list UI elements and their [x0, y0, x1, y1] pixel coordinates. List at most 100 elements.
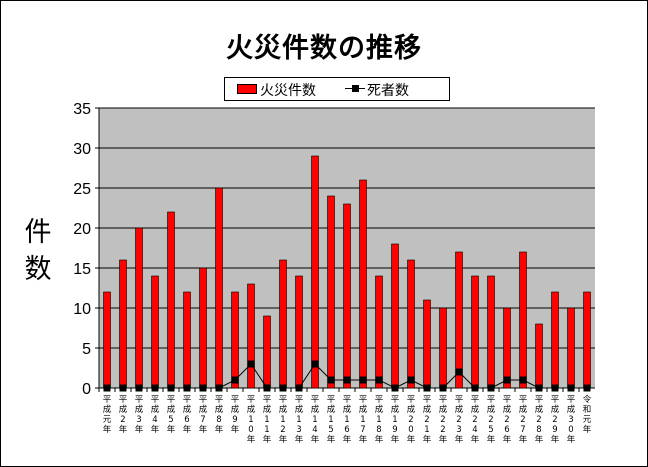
bar	[567, 307, 575, 389]
x-tick-label: 平成 1 7 年	[359, 395, 368, 445]
death-marker	[407, 376, 415, 384]
bar	[247, 283, 255, 389]
death-marker	[231, 376, 239, 384]
x-tick-label: 平成 1 5 年	[327, 395, 336, 445]
x-tick-label: 平成 1 4 年	[311, 395, 320, 445]
bar	[295, 275, 303, 389]
x-tick-label: 平成 6 年	[183, 395, 192, 435]
death-marker	[103, 384, 111, 392]
y-tick-label: 15	[73, 261, 91, 278]
bar	[199, 267, 207, 389]
y-tick-label: 25	[73, 181, 91, 198]
bar	[135, 227, 143, 389]
chart-legend: 火災件数 死者数	[224, 77, 450, 101]
y-tick-label: 5	[82, 341, 91, 358]
bar	[423, 299, 431, 389]
death-marker	[151, 384, 159, 392]
y-tick-label: 20	[73, 221, 91, 238]
death-marker	[583, 384, 591, 392]
x-tick-label: 平成 2 9 年	[551, 395, 560, 445]
x-tick-label: 平成 2 年	[119, 395, 128, 435]
death-marker	[471, 384, 479, 392]
bar	[583, 291, 591, 389]
x-tick-label: 令和元年	[583, 394, 592, 435]
bar	[279, 259, 287, 389]
bar	[551, 291, 559, 389]
y-tick-label: 35	[73, 101, 91, 118]
x-tick-label: 平成 1 9 年	[391, 395, 400, 445]
x-tick-label: 平成 3 年	[135, 395, 144, 435]
x-tick-label: 平成 2 6 年	[503, 395, 512, 445]
death-marker	[135, 384, 143, 392]
death-marker	[391, 384, 399, 392]
x-tick-label: 平成 2 8 年	[535, 395, 544, 445]
bar	[263, 315, 271, 389]
x-tick-label: 平成 2 3 年	[455, 395, 464, 445]
death-marker	[327, 376, 335, 384]
death-marker	[215, 384, 223, 392]
x-tick-label: 平成 1 1 年	[263, 395, 272, 445]
legend-label-deaths: 死者数	[367, 83, 409, 99]
death-marker	[439, 384, 447, 392]
x-tick-label: 平成 7 年	[199, 395, 208, 435]
death-marker	[359, 376, 367, 384]
death-marker	[567, 384, 575, 392]
death-marker	[263, 384, 271, 392]
bar	[487, 275, 495, 389]
x-tick-label: 平成 1 3 年	[295, 395, 304, 445]
x-tick-label: 平成 9 年	[231, 395, 240, 435]
x-tick-label: 平成 1 0 年	[247, 395, 256, 445]
chart-title: 火災件数の推移	[226, 33, 422, 64]
bar	[407, 259, 415, 389]
x-tick-label: 平成 2 1 年	[423, 395, 432, 445]
legend-swatch-fires	[237, 84, 257, 94]
x-tick-label: 平成 2 7 年	[519, 395, 528, 445]
death-marker	[519, 376, 527, 384]
x-tick-label: 平成 2 0 年	[407, 395, 416, 445]
death-marker	[455, 368, 463, 376]
bar	[215, 187, 223, 389]
bar	[103, 291, 111, 389]
x-tick-label: 平成 8 年	[215, 395, 224, 435]
legend-marker-deaths	[352, 85, 359, 92]
death-marker	[247, 360, 255, 368]
bar	[183, 291, 191, 389]
y-axis-label: 件数	[24, 217, 52, 285]
bar	[375, 275, 383, 389]
death-marker	[199, 384, 207, 392]
bar	[231, 291, 239, 389]
bar	[519, 251, 527, 389]
death-marker	[167, 384, 175, 392]
bar	[439, 307, 447, 389]
bar	[455, 251, 463, 389]
bar	[391, 243, 399, 389]
bar	[343, 203, 351, 389]
x-tick-label: 平成 2 5 年	[487, 395, 496, 445]
death-marker	[375, 376, 383, 384]
death-marker	[535, 384, 543, 392]
legend-label-fires: 火災件数	[260, 83, 316, 99]
bar	[535, 323, 543, 389]
x-tick-label: 平成 2 2 年	[439, 395, 448, 445]
bar	[167, 211, 175, 389]
death-marker	[183, 384, 191, 392]
y-tick-label: 0	[82, 381, 91, 398]
death-marker	[423, 384, 431, 392]
bar	[151, 275, 159, 389]
x-tick-label: 平成 3 0 年	[567, 395, 576, 445]
bar	[119, 259, 127, 389]
bar	[311, 155, 319, 389]
death-marker	[119, 384, 127, 392]
y-tick-label: 10	[73, 301, 91, 318]
x-tick-label: 平成 2 4 年	[471, 395, 480, 445]
death-marker	[295, 384, 303, 392]
death-marker	[279, 384, 287, 392]
death-marker	[551, 384, 559, 392]
death-marker	[487, 384, 495, 392]
bar	[327, 195, 335, 389]
x-tick-label: 平成 1 8 年	[375, 395, 384, 445]
death-marker	[343, 376, 351, 384]
death-marker	[311, 360, 319, 368]
x-tick-label: 平成 1 6 年	[343, 395, 352, 445]
